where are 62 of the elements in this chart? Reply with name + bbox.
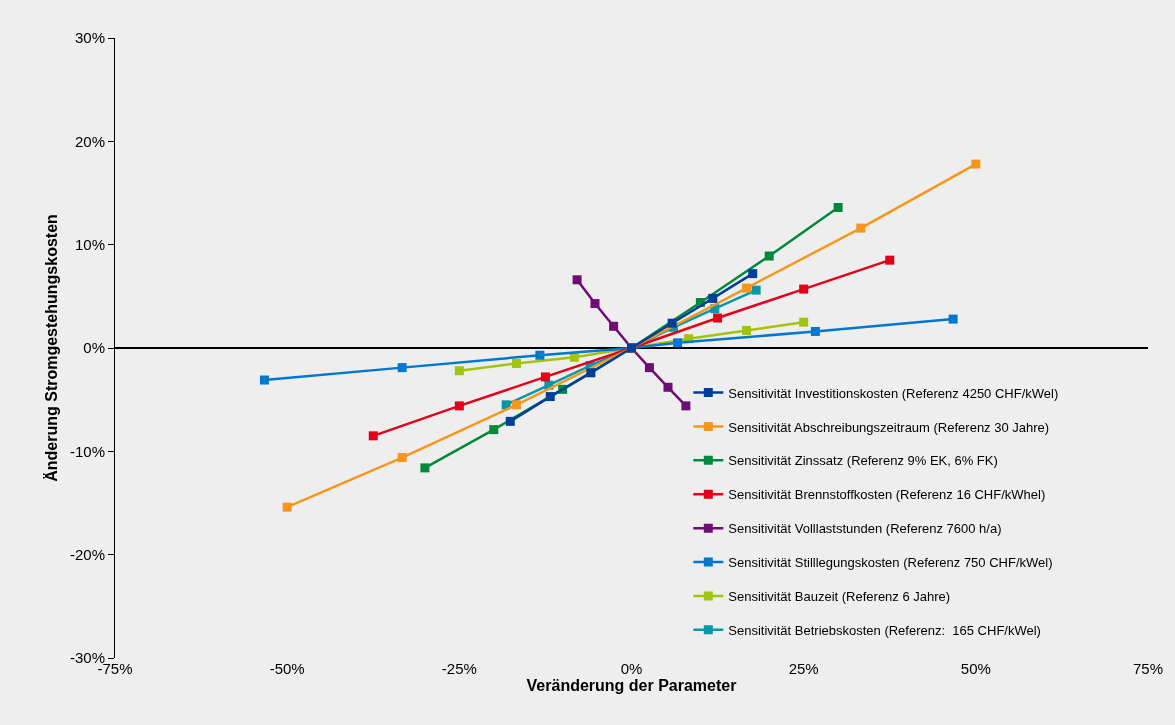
- legend-label: Sensitivität Stilllegungskosten (Referenz 750 CHF/kWel): [728, 555, 1053, 571]
- y-tick-label: 10%: [74, 235, 105, 253]
- point: [948, 314, 958, 324]
- point: [609, 321, 619, 331]
- legend-label: Sensitivität Brennstoffkosten (Referenz 16 CHF/kWhel): [728, 487, 1046, 503]
- point: [885, 255, 895, 265]
- legend-label: Sensitivität Betriebskosten (Referenz: 165 CHF/kWel): [728, 622, 1041, 638]
- point: [799, 284, 809, 294]
- x-tick-label: -50%: [269, 660, 305, 677]
- point: [748, 269, 758, 279]
- y-tick-label: 0%: [83, 339, 105, 357]
- legend-label: Sensitivität Bauzeit (Referenz 6 Jahre): [728, 589, 951, 605]
- y-tick-label: 20%: [74, 132, 105, 150]
- point: [667, 318, 677, 328]
- y-tick-label: -20%: [69, 545, 105, 563]
- x-tick-label: 50%: [960, 660, 991, 677]
- x-axis-title: Veränderung der Parameter: [526, 677, 737, 694]
- point: [545, 392, 555, 402]
- point: [742, 325, 752, 335]
- point: [590, 299, 600, 309]
- point: [282, 502, 292, 512]
- point: [397, 363, 407, 373]
- point: [454, 366, 464, 376]
- x-tick-label: 0%: [620, 660, 643, 677]
- point: [673, 338, 683, 348]
- point: [505, 416, 515, 426]
- point: [708, 293, 718, 303]
- point: [259, 375, 269, 385]
- point: [742, 283, 752, 293]
- point: [586, 368, 596, 378]
- point: [833, 202, 843, 212]
- point: [572, 275, 582, 285]
- point: [420, 463, 430, 473]
- point: [799, 317, 809, 327]
- point: [764, 251, 774, 261]
- point: [751, 285, 761, 295]
- x-tick-label: -25%: [441, 660, 477, 677]
- point: [971, 159, 981, 169]
- y-tick-label: 30%: [74, 29, 105, 47]
- point: [540, 372, 550, 382]
- point: [810, 326, 820, 336]
- legend-label: Sensitivität Abschreibungszeitraum (Referenz 30 Jahre): [728, 419, 1050, 435]
- point: [681, 401, 691, 411]
- point: [511, 359, 521, 368]
- point: [454, 401, 464, 411]
- point: [856, 223, 866, 233]
- point: [535, 350, 545, 360]
- point: [569, 352, 579, 362]
- point: [713, 313, 723, 323]
- point: [368, 431, 378, 441]
- y-axis-title: Änderung Stromgestehungskosten: [42, 214, 60, 482]
- point: [644, 363, 654, 373]
- legend-label: Sensitivität Investitionskosten (Referenz 4250 CHF/kWel): [728, 385, 1059, 401]
- legend-label: Sensitivität Zinssatz (Referenz 9% EK, 6% FK): [728, 453, 998, 469]
- point: [663, 382, 673, 392]
- y-tick-label: -10%: [69, 442, 105, 460]
- point: [511, 400, 521, 410]
- x-tick-label: 25%: [788, 660, 819, 677]
- x-tick-label: 75%: [1132, 660, 1164, 677]
- legend-label: Sensitivität Volllaststunden (Referenz 7600 h/a): [728, 521, 1002, 537]
- point: [489, 425, 499, 435]
- point: [397, 453, 407, 463]
